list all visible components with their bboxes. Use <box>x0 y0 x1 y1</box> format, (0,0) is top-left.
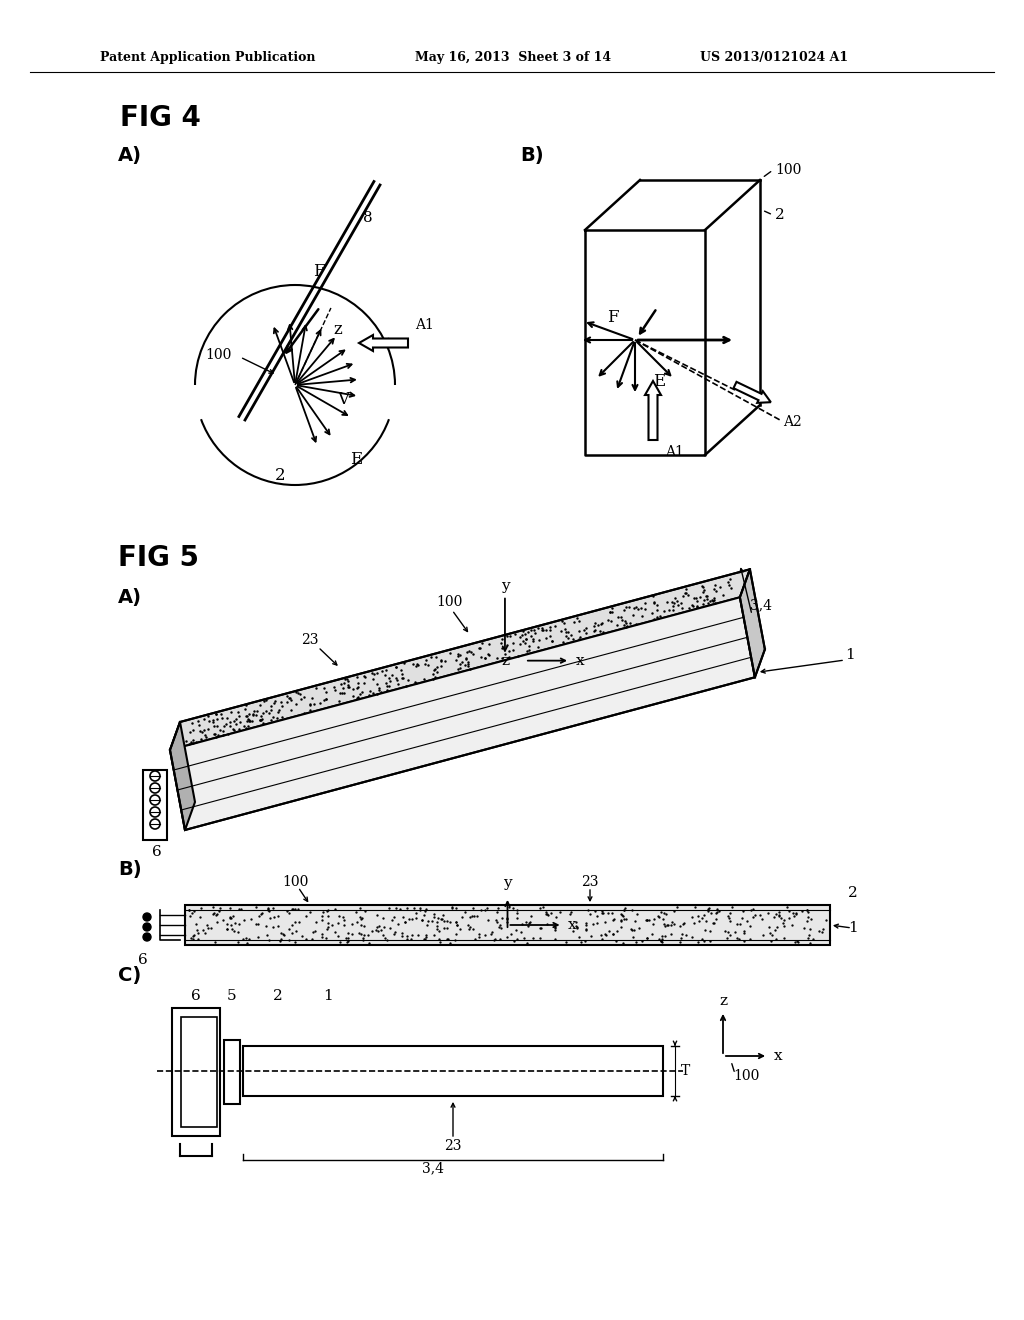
Text: x: x <box>774 1049 782 1063</box>
Text: Patent Application Publication: Patent Application Publication <box>100 51 315 65</box>
Polygon shape <box>740 569 765 677</box>
Polygon shape <box>170 722 195 830</box>
Text: E: E <box>350 451 362 469</box>
Circle shape <box>150 818 160 829</box>
FancyArrow shape <box>645 381 662 440</box>
Text: 100: 100 <box>733 1069 760 1082</box>
Text: 6: 6 <box>138 953 147 968</box>
Bar <box>243 1045 663 1096</box>
Text: F: F <box>607 309 618 326</box>
Text: A1: A1 <box>415 318 434 333</box>
Text: 23: 23 <box>582 875 599 888</box>
Text: 100: 100 <box>775 162 802 177</box>
Circle shape <box>150 807 160 817</box>
Text: z: z <box>333 322 342 338</box>
Bar <box>185 906 830 945</box>
Text: V: V <box>337 392 349 408</box>
Text: 5: 5 <box>227 989 237 1003</box>
Text: 3,4: 3,4 <box>422 1162 444 1175</box>
Text: A): A) <box>118 587 142 606</box>
Text: 2: 2 <box>848 886 858 900</box>
Bar <box>143 770 167 840</box>
Text: A2: A2 <box>783 414 802 429</box>
Text: x: x <box>575 653 585 668</box>
Text: 2: 2 <box>275 466 286 483</box>
Text: y: y <box>501 578 509 593</box>
Text: 3,4: 3,4 <box>750 598 772 612</box>
Bar <box>224 1040 240 1104</box>
Text: 1: 1 <box>324 989 333 1003</box>
Text: 23: 23 <box>444 1139 462 1152</box>
Text: x: x <box>568 917 577 932</box>
Text: 8: 8 <box>362 211 373 224</box>
Bar <box>181 1016 217 1127</box>
Text: z: z <box>501 653 509 668</box>
Text: E: E <box>653 374 666 391</box>
Text: F: F <box>313 263 325 280</box>
Text: B): B) <box>520 145 544 165</box>
Circle shape <box>143 933 151 941</box>
Text: 100: 100 <box>282 875 308 888</box>
Text: 100: 100 <box>437 595 463 609</box>
Text: 1: 1 <box>845 648 855 663</box>
Circle shape <box>150 771 160 781</box>
Text: 6: 6 <box>152 845 162 859</box>
Text: 2: 2 <box>273 989 283 1003</box>
Text: T: T <box>681 1064 690 1078</box>
Text: 23: 23 <box>301 634 318 647</box>
Circle shape <box>150 783 160 793</box>
Text: FIG 5: FIG 5 <box>118 544 199 572</box>
Circle shape <box>143 923 151 931</box>
FancyArrow shape <box>733 381 771 403</box>
Text: 100: 100 <box>205 348 231 362</box>
Polygon shape <box>170 569 750 750</box>
Text: 1: 1 <box>848 921 858 935</box>
Text: y: y <box>503 876 512 890</box>
Text: C): C) <box>118 965 141 985</box>
Text: A1: A1 <box>665 445 684 459</box>
Circle shape <box>150 795 160 805</box>
Text: A): A) <box>118 145 142 165</box>
Text: May 16, 2013  Sheet 3 of 14: May 16, 2013 Sheet 3 of 14 <box>415 51 611 65</box>
Circle shape <box>143 913 151 921</box>
FancyArrow shape <box>359 335 408 351</box>
Text: 2: 2 <box>775 209 784 222</box>
Text: 6: 6 <box>191 989 201 1003</box>
Text: B): B) <box>118 861 141 879</box>
Text: FIG 4: FIG 4 <box>120 104 201 132</box>
Bar <box>172 1008 220 1137</box>
Text: z: z <box>719 994 727 1008</box>
Text: US 2013/0121024 A1: US 2013/0121024 A1 <box>700 51 848 65</box>
Polygon shape <box>170 597 755 830</box>
